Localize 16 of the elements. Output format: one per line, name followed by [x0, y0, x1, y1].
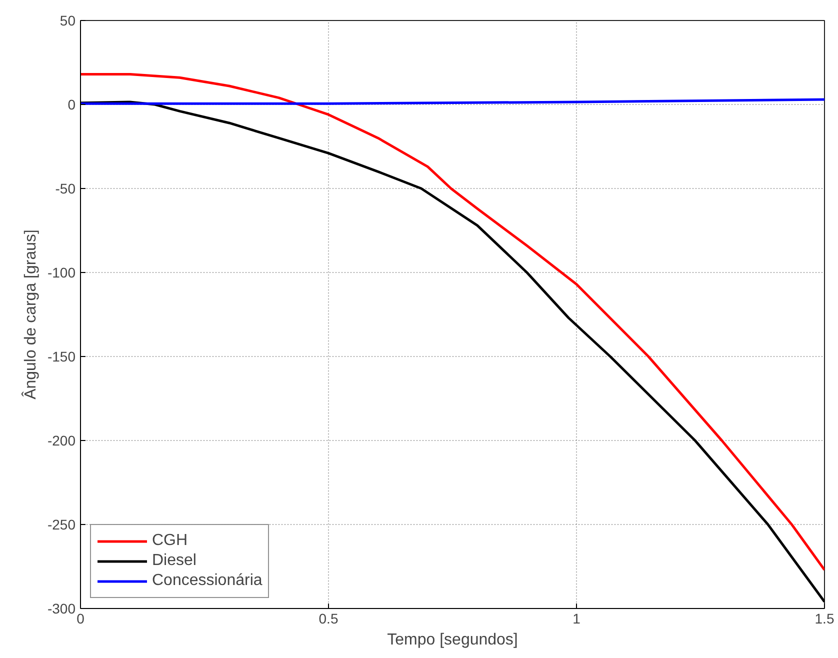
- y-tick-label: -150: [47, 348, 76, 364]
- legend-label: Concessionária: [152, 572, 262, 590]
- y-tick-label: 0: [68, 96, 76, 112]
- y-tick-label: -200: [47, 432, 76, 448]
- legend-label: Diesel: [152, 552, 196, 570]
- y-tick-label: -250: [47, 516, 76, 532]
- x-tick-label: 1: [572, 610, 581, 626]
- x-tick-label: 0.5: [318, 610, 338, 626]
- x-axis-title: Tempo [segundos]: [387, 632, 518, 648]
- x-tick-label: 1.5: [814, 610, 834, 626]
- y-tick-label: -100: [47, 264, 76, 280]
- y-tick-label: -300: [47, 600, 76, 616]
- y-tick-label: -50: [55, 180, 76, 196]
- y-tick-label: 50: [60, 12, 76, 28]
- legend-label: CGH: [152, 532, 188, 550]
- y-axis-title: Ângulo de carga [graus]: [21, 230, 40, 400]
